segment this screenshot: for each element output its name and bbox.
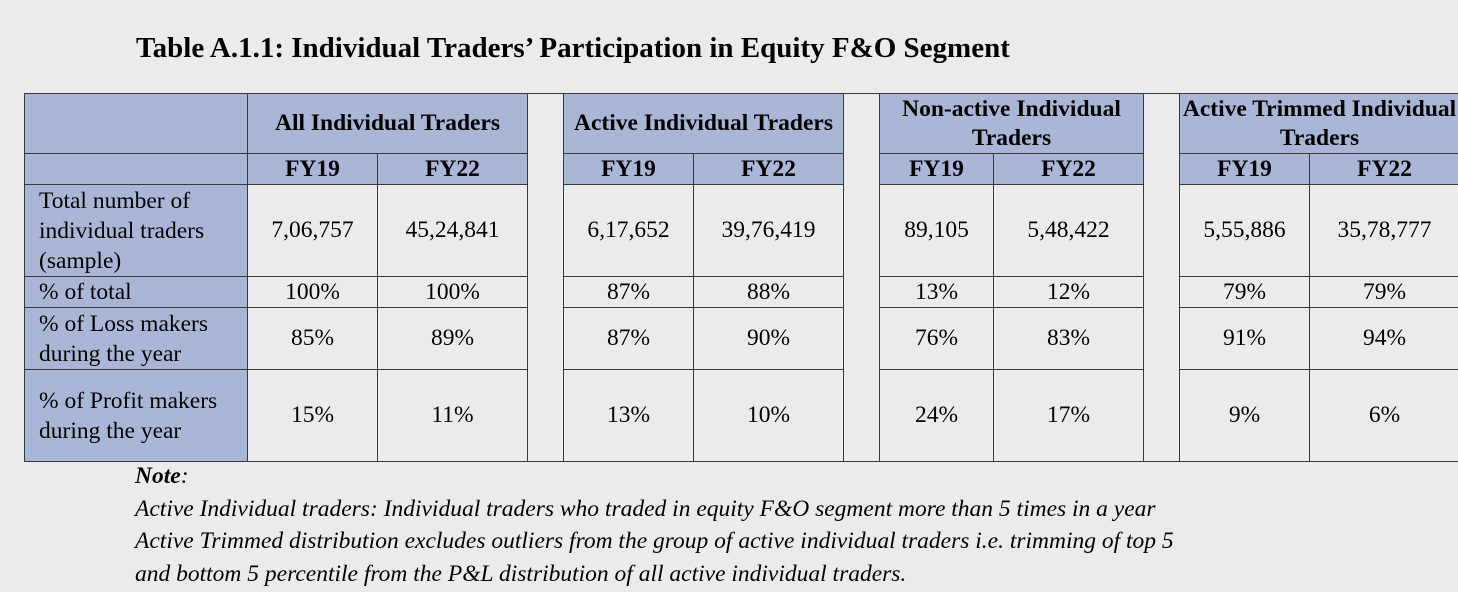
group-header: All Individual Traders (247, 93, 528, 154)
table-cell: 88% (693, 276, 844, 308)
row-label: % of Loss makers during the year (24, 307, 248, 370)
column-gap (843, 93, 880, 462)
table-cell: 85% (247, 307, 378, 370)
table-cell: 76% (879, 307, 994, 370)
group-header: Active Individual Traders (563, 93, 844, 154)
table-cell: 9% (1179, 369, 1311, 462)
note-line: and bottom 5 percentile from the P&L dis… (135, 560, 907, 587)
table-cell: 39,76,419 (693, 184, 844, 277)
table-cell: 83% (992, 307, 1145, 370)
table-cell: 79% (1309, 276, 1458, 308)
table-cell: 6,17,652 (563, 184, 694, 277)
table-cell: 94% (1309, 307, 1458, 370)
table-cell: 13% (879, 276, 994, 308)
group-header: Active Trimmed Individual Traders (1179, 93, 1458, 154)
group-header-row: All Individual Traders Active Individual… (24, 93, 1458, 462)
table-row: % of total 100% 100% 87% 88% 13% 12% 79%… (24, 276, 1458, 308)
table-row: % of Loss makers during the year 85% 89%… (24, 307, 1458, 370)
table-row: % of Profit makers during the year 15% 1… (24, 369, 1458, 462)
table-cell: 89,105 (879, 184, 994, 277)
table-title: Table A.1.1: Individual Traders’ Partici… (136, 32, 1010, 64)
year-header: FY19 (1179, 153, 1311, 185)
table-cell: 35,78,777 (1309, 184, 1458, 277)
row-label: Total number of individual traders (samp… (24, 184, 248, 277)
table-cell: 24% (879, 369, 994, 462)
participation-table: All Individual Traders Active Individual… (24, 93, 1458, 462)
table-cell: 90% (693, 307, 844, 370)
table-row: Total number of individual traders (samp… (24, 184, 1458, 277)
year-header: FY19 (563, 153, 694, 185)
table-cell: 79% (1179, 276, 1311, 308)
year-header: FY19 (879, 153, 994, 185)
table-note: Note: Active Individual traders: Individ… (135, 460, 1174, 590)
year-header: FY22 (377, 153, 528, 185)
group-header: Non-active Individual Traders (878, 93, 1145, 154)
table-cell: 5,55,886 (1179, 184, 1311, 277)
column-gap (527, 93, 564, 462)
note-line: Active Trimmed distribution excludes out… (135, 528, 1174, 554)
table-cell: 87% (563, 307, 694, 370)
table-cell: 10% (693, 369, 844, 462)
row-label: % of total (24, 276, 248, 308)
column-gap (1143, 93, 1181, 462)
row-label: % of Profit makers during the year (24, 369, 248, 462)
year-header: FY19 (247, 153, 378, 185)
table-cell: 91% (1179, 307, 1311, 370)
table-cell: 100% (247, 276, 378, 308)
table-cell: 89% (377, 307, 528, 370)
year-header: FY22 (693, 153, 844, 185)
table-cell: 13% (563, 369, 694, 462)
table-cell: 100% (377, 276, 528, 308)
table-cell: 11% (377, 369, 528, 462)
year-header: FY22 (992, 153, 1145, 185)
note-line: Active Individual traders: Individual tr… (135, 495, 1156, 522)
table-cell: 45,24,841 (377, 184, 528, 277)
table-cell: 7,06,757 (247, 184, 378, 277)
table-cell: 87% (563, 276, 694, 308)
table-cell: 15% (247, 369, 378, 462)
table-cell: 5,48,422 (992, 184, 1145, 277)
note-heading: Note (135, 463, 181, 489)
table-cell: 6% (1309, 369, 1458, 462)
table-cell: 12% (992, 276, 1145, 308)
corner-cell (24, 153, 248, 185)
year-header: FY22 (1309, 153, 1458, 185)
corner-cell (24, 93, 248, 154)
table-cell: 17% (992, 369, 1145, 462)
year-header-row: FY19 FY22 FY19 FY22 FY19 FY22 FY19 FY22 (24, 153, 1458, 185)
